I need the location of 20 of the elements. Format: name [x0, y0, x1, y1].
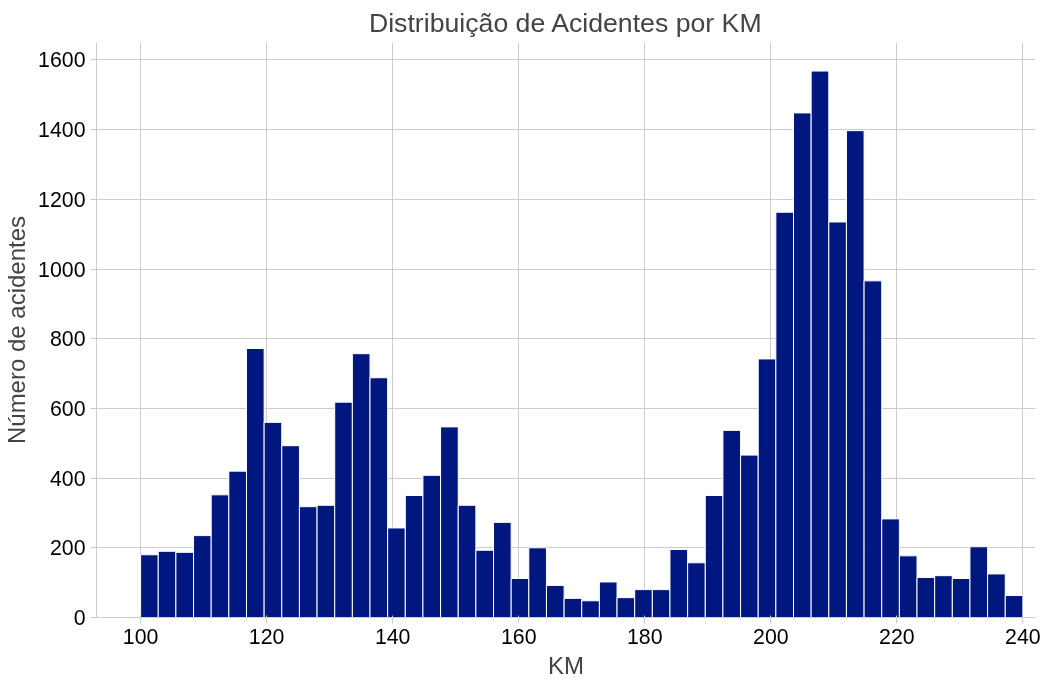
x-axis-title: KM — [548, 651, 584, 679]
y-tick-label: 0 — [73, 606, 86, 630]
y-tick-label: 800 — [49, 327, 86, 352]
x-tick-label: 240 — [1005, 624, 1041, 649]
y-tick-label: 400 — [49, 466, 86, 491]
y-tick-label: 600 — [49, 396, 86, 421]
y-tick-label: 1000 — [38, 257, 86, 282]
x-tick-label: 180 — [626, 624, 663, 649]
x-tick-label: 160 — [500, 624, 537, 649]
y-tick-label: 1400 — [38, 118, 86, 143]
x-tick-label: 220 — [879, 624, 915, 649]
x-tick-label: 140 — [374, 624, 411, 649]
x-tick-label: 120 — [248, 624, 285, 649]
x-tick-label: 100 — [122, 624, 159, 649]
chart-title: Distribuição de Acidentes por KM — [368, 7, 762, 38]
y-tick-label: 1600 — [38, 48, 86, 73]
y-axis-title: Número de acidentes — [3, 215, 31, 445]
y-tick-label: 1200 — [38, 187, 86, 212]
y-tick-label: 200 — [49, 536, 86, 561]
x-tick-label: 200 — [753, 624, 789, 649]
